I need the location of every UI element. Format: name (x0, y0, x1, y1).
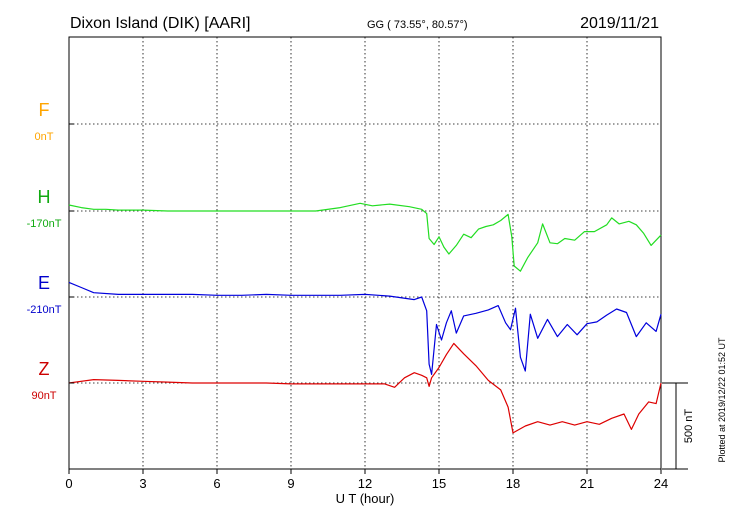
series-name-e: E (38, 273, 50, 293)
grid-lines (69, 37, 661, 469)
x-axis: 0 3 6 9 12 15 18 21 24 (65, 123, 668, 491)
x-axis-label: U T (hour) (336, 491, 395, 506)
series-layer (68, 202, 662, 434)
series-offset-z: 90nT (31, 390, 56, 402)
x-tick-label: 9 (287, 476, 294, 491)
x-tick-label: 0 (65, 476, 72, 491)
station-title: Dixon Island (DIK) [AARI] (70, 15, 251, 32)
series-name-z: Z (39, 359, 50, 379)
series-labels: F 0nT H -170nT E -210nT Z 90nT (27, 100, 62, 402)
series-offset-h: -170nT (27, 218, 62, 230)
series-name-f: F (39, 100, 50, 120)
geo-coordinates: GG ( 73.55°, 80.57°) (367, 19, 468, 31)
date-label: 2019/11/21 (580, 15, 659, 32)
series-line-e (68, 281, 662, 375)
series-offset-f: 0nT (35, 131, 54, 143)
x-tick-label: 3 (139, 476, 146, 491)
scale-bar-label: 500 nT (683, 409, 695, 444)
x-tick-label: 6 (213, 476, 220, 491)
x-tick-label: 12 (358, 476, 372, 491)
scale-bar (662, 382, 688, 470)
x-tick-label: 18 (506, 476, 520, 491)
series-name-h: H (38, 187, 51, 207)
series-line-h (68, 202, 662, 272)
x-tick-label: 21 (580, 476, 594, 491)
series-line-z (68, 342, 662, 434)
x-tick-label: 24 (654, 476, 668, 491)
series-offset-e: -210nT (27, 304, 62, 316)
x-tick-label: 15 (432, 476, 446, 491)
plotted-note: Plotted at 2019/12/22 01:52 UT (717, 337, 727, 463)
